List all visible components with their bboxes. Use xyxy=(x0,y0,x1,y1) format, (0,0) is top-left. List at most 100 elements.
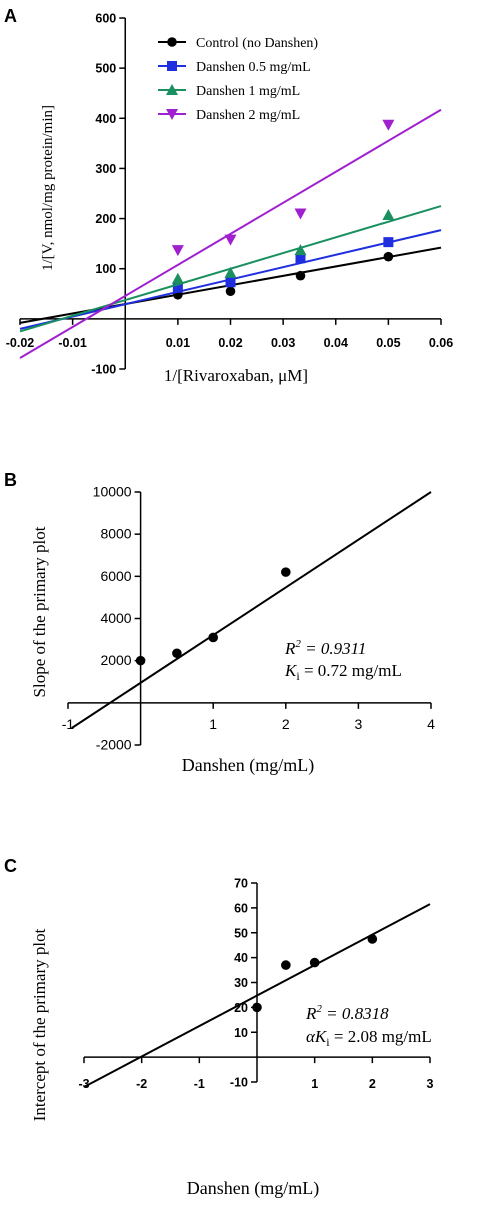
data-point xyxy=(225,277,236,288)
series-0 xyxy=(83,903,431,1088)
y-tick-label: 6000 xyxy=(100,568,131,584)
ki-annotation: αKi = 2.08 mg/mL xyxy=(306,1027,432,1049)
x-tick-label: -1 xyxy=(194,1077,205,1091)
y-tick-label: 2000 xyxy=(100,652,131,668)
panel-letter: B xyxy=(4,470,17,490)
data-point xyxy=(224,266,237,278)
y-tick-label: 70 xyxy=(234,877,248,891)
data-point xyxy=(295,270,306,281)
series-1 xyxy=(19,229,442,330)
data-point xyxy=(171,245,184,257)
x-tick-label: -0.01 xyxy=(58,336,87,350)
series-0 xyxy=(71,491,432,729)
y-tick-label: 20 xyxy=(234,1001,248,1015)
data-point xyxy=(208,632,218,643)
r-squared-value: = 0.8318 xyxy=(322,1004,389,1023)
y-tick-label: 100 xyxy=(95,262,116,276)
data-point xyxy=(309,957,320,968)
x-tick-label: -2 xyxy=(136,1077,147,1091)
x-tick-label: 3 xyxy=(427,1077,434,1091)
x-tick-label: 4 xyxy=(427,716,435,732)
data-point xyxy=(135,655,146,666)
data-point xyxy=(281,960,291,970)
y-tick-label: -2000 xyxy=(96,737,132,753)
x-tick-label: 3 xyxy=(355,716,363,732)
r-superscript: 2 xyxy=(295,638,301,650)
panel-c: C -3 -2 -1 1 2 3 -10 10 20 30 40 50 60 70 Danshen (mg/m… xyxy=(4,856,434,1199)
x-axis-label: Danshen (mg/mL) xyxy=(187,1178,319,1199)
y-tick-label: 8000 xyxy=(100,526,131,542)
r-squared-annotation: R2 = 0.9311 xyxy=(284,638,366,658)
x-tick-label: 0.01 xyxy=(166,336,190,350)
panel-letter: A xyxy=(4,6,17,26)
r-squared-annotation: R2 = 0.8318 xyxy=(305,1003,389,1023)
panel-a: A -0.02 -0.01 0.01 0.02 0.03 0.04 0.05 0.06 -100 1… xyxy=(4,6,453,385)
data-point xyxy=(281,567,291,577)
data-point xyxy=(166,109,178,120)
y-tick-label: 600 xyxy=(95,12,116,26)
y-tick-label: 200 xyxy=(95,212,116,226)
data-point xyxy=(367,934,378,944)
x-tick-label: -3 xyxy=(78,1077,89,1091)
x-axis-label: 1/[Rivaroxaban, μM] xyxy=(164,366,308,385)
ki-subscript: i xyxy=(296,669,300,683)
ki-symbol: αK xyxy=(306,1027,328,1046)
y-tick-label: 4000 xyxy=(100,610,131,626)
x-tick-label: 0.03 xyxy=(271,336,295,350)
data-point xyxy=(382,209,395,221)
y-tick-label: 500 xyxy=(95,62,116,76)
panel-letter: C xyxy=(4,856,17,876)
fit-line xyxy=(71,491,432,729)
y-tick-label: -10 xyxy=(230,1076,248,1090)
data-point xyxy=(382,119,395,131)
fit-line xyxy=(19,108,442,359)
x-tick-label: -0.02 xyxy=(6,336,35,350)
y-tick-label: 60 xyxy=(234,901,248,915)
x-tick-label: 0.06 xyxy=(429,336,453,350)
y-tick-label: 10 xyxy=(234,1026,248,1040)
data-point xyxy=(172,648,182,659)
x-tick-label: 2 xyxy=(282,716,290,732)
data-point xyxy=(225,286,236,297)
x-tick-label: 0.02 xyxy=(218,336,242,350)
r-superscript: 2 xyxy=(316,1003,322,1015)
data-point xyxy=(294,244,307,256)
y-tick-label: 40 xyxy=(234,951,248,965)
y-axis-label: Intercept of the primary plot xyxy=(30,928,49,1121)
x-tick-label: 0.05 xyxy=(376,336,400,350)
data-point xyxy=(383,237,394,248)
r-symbol: R xyxy=(305,1004,317,1023)
data-point xyxy=(172,282,183,293)
y-tick-label: 30 xyxy=(234,976,248,990)
y-tick-label: 50 xyxy=(234,926,248,940)
legend-entry: Danshen 0.5 mg/mL xyxy=(196,60,311,75)
data-point xyxy=(167,61,177,71)
y-axis-label: Slope of the primary plot xyxy=(30,526,49,697)
x-axis-label: Danshen (mg/mL) xyxy=(182,755,314,776)
data-point xyxy=(252,1002,262,1013)
y-tick-label: 400 xyxy=(95,112,116,126)
data-point xyxy=(167,37,177,47)
x-tick-label: 1 xyxy=(311,1077,318,1091)
legend-entry: Control (no Danshen) xyxy=(196,36,318,51)
legend-entry: Danshen 2 mg/mL xyxy=(196,108,300,123)
data-point xyxy=(166,84,178,95)
y-tick-label: -100 xyxy=(91,363,116,377)
r-symbol: R xyxy=(284,639,296,658)
y-tick-label: 300 xyxy=(95,162,116,176)
series-2 xyxy=(19,205,442,333)
data-point xyxy=(224,234,237,246)
data-point xyxy=(294,208,307,220)
ki-value: = 0.72 mg/mL xyxy=(300,661,402,680)
data-point xyxy=(295,253,306,264)
panel-b: B -1 1 2 3 4 -2000 2000 4000 6000 8000 10000 Danshen… xyxy=(4,470,435,776)
ki-subscript: i xyxy=(326,1035,330,1049)
x-tick-label: 0.04 xyxy=(324,336,348,350)
y-tick-label: 10000 xyxy=(93,484,132,500)
x-tick-label: 2 xyxy=(369,1077,376,1091)
data-point xyxy=(171,272,184,284)
ki-annotation: Ki = 0.72 mg/mL xyxy=(284,661,402,683)
legend-entry: Danshen 1 mg/mL xyxy=(196,84,300,99)
ki-symbol: K xyxy=(284,661,298,680)
